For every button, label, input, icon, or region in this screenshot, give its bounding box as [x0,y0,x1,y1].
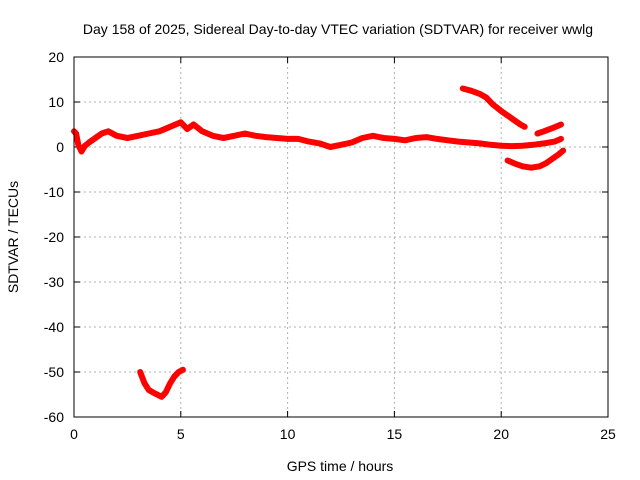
y-tick-label: -40 [44,319,64,335]
y-tick-label: -50 [44,364,64,380]
y-axis-label: SDTVAR / TECUs [5,181,21,293]
plot-frame [73,56,609,418]
x-tick-label: 15 [387,426,403,442]
series-lower-late-arc [504,147,567,171]
chart-title: Day 158 of 2025, Sidereal Day-to-day VTE… [83,21,593,37]
x-axis-ticks: 0 5 10 15 20 25 [70,57,616,442]
x-tick-label: 20 [493,426,509,442]
y-tick-label: -60 [44,409,64,425]
x-tick-label: 0 [70,426,78,442]
series-main-band [71,119,564,155]
y-axis-ticks: -60 -50 -40 -30 -20 -10 0 10 20 [44,49,608,425]
y-tick-label: -30 [44,274,64,290]
y-tick-label: 10 [48,94,64,110]
series-upper-late-arc [459,85,528,130]
x-tick-label: 25 [600,426,616,442]
grid-lines [74,57,608,417]
series-outlier-dip [137,366,186,400]
y-tick-label: -10 [44,184,64,200]
x-axis-label: GPS time / hours [287,458,394,474]
series-upper-right-tail [534,121,564,137]
x-tick-label: 5 [177,426,185,442]
y-tick-label: 0 [56,139,64,155]
x-tick-label: 10 [280,426,296,442]
y-tick-label: -20 [44,229,64,245]
data-series [71,85,567,400]
y-tick-label: 20 [48,49,64,65]
